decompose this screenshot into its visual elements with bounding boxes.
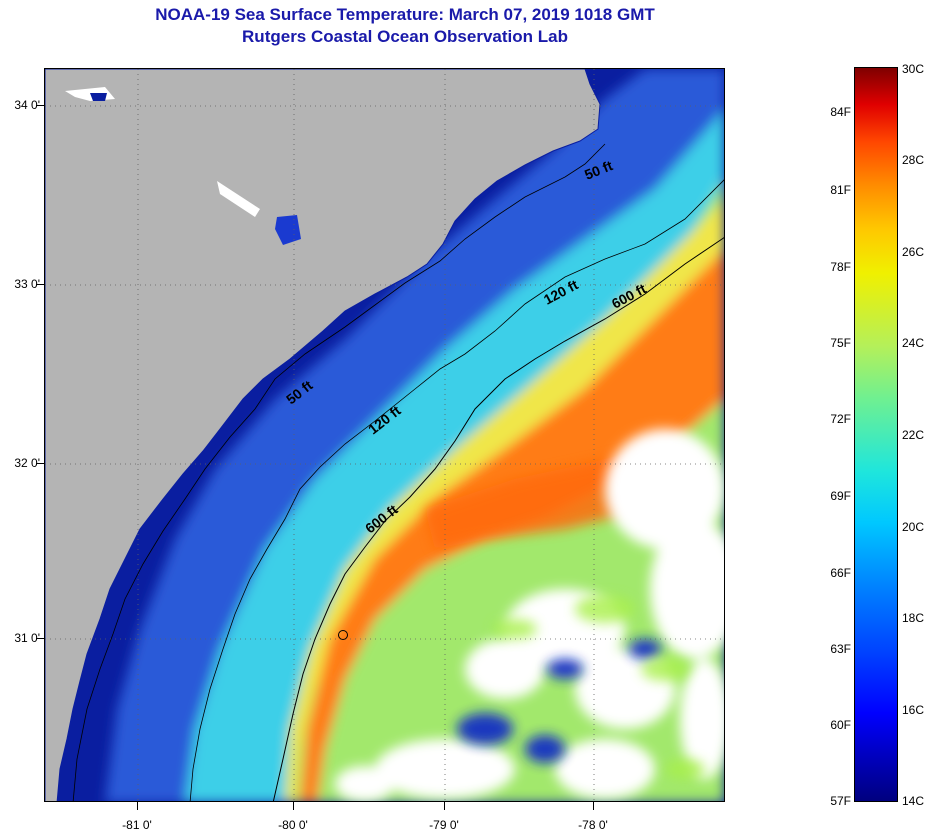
map-subtitle: Rutgers Coastal Ocean Observation Lab (242, 27, 568, 46)
colorbar-f-66: 66F (830, 566, 851, 580)
contour-600ft (272, 237, 724, 801)
colorbar-c-18: 18C (902, 611, 925, 625)
lon-label-78: -78 0' (578, 818, 608, 832)
colorbar-c-26: 26C (902, 245, 925, 259)
colorbar-c-24: 24C (902, 336, 925, 350)
colorbar-f-60: 60F (830, 718, 851, 732)
mixed-pixels (493, 595, 705, 779)
lon-label-80: -80 0' (278, 818, 308, 832)
colorbar-f-84: 84F (830, 105, 851, 119)
colorbar-c-22: 22C (902, 428, 925, 442)
cloud-contaminated-pixels (457, 639, 661, 763)
colorbar-c-28: 28C (902, 153, 925, 167)
contour-50ft (72, 143, 606, 801)
lat-label-34: 34 0' (14, 98, 40, 112)
lon-tick (593, 802, 594, 810)
contour-120ft (189, 179, 724, 801)
lake-marion (275, 215, 301, 245)
sst-map: 50 ft 50 ft 120 ft 120 ft 600 ft 600 ft (44, 68, 725, 802)
lon-tick (444, 802, 445, 810)
colorbar-c-20: 20C (902, 520, 925, 534)
lat-label-32: 32 0' (14, 456, 40, 470)
colorbar-f-72: 72F (830, 412, 851, 426)
lat-tick (36, 638, 44, 639)
sst-map-svg: 50 ft 50 ft 120 ft 120 ft 600 ft 600 ft (45, 69, 724, 801)
land-mass (45, 69, 601, 801)
lon-label-81: -81 0' (122, 818, 152, 832)
shelf-break-front (285, 200, 724, 801)
colorbar-c-16: 16C (902, 703, 925, 717)
temperature-colorbar (854, 67, 898, 802)
lat-tick (36, 463, 44, 464)
lat-label-33: 33 0' (14, 277, 40, 291)
colorbar-f-57: 57F (830, 794, 851, 808)
graticule (45, 69, 724, 801)
colorbar-f-69: 69F (830, 489, 851, 503)
lon-tick (293, 802, 294, 810)
lon-tick (137, 802, 138, 810)
colorbar-f-63: 63F (830, 642, 851, 656)
colorbar-f-75: 75F (830, 336, 851, 350)
inland-lake (90, 93, 107, 101)
lon-label-79: -79 0' (429, 818, 459, 832)
colorbar-f-81: 81F (830, 183, 851, 197)
lat-tick (36, 284, 44, 285)
warm-filament (425, 449, 645, 549)
contour-seamount (338, 630, 348, 640)
lat-tick (36, 105, 44, 106)
lat-label-31: 31 0' (14, 631, 40, 645)
colorbar-c-30: 30C (902, 62, 925, 76)
colorbar-c-14: 14C (902, 794, 925, 808)
colorbar-f-78: 78F (830, 260, 851, 274)
map-title: NOAA-19 Sea Surface Temperature: March 0… (155, 5, 655, 24)
inland-water-white (217, 181, 260, 217)
